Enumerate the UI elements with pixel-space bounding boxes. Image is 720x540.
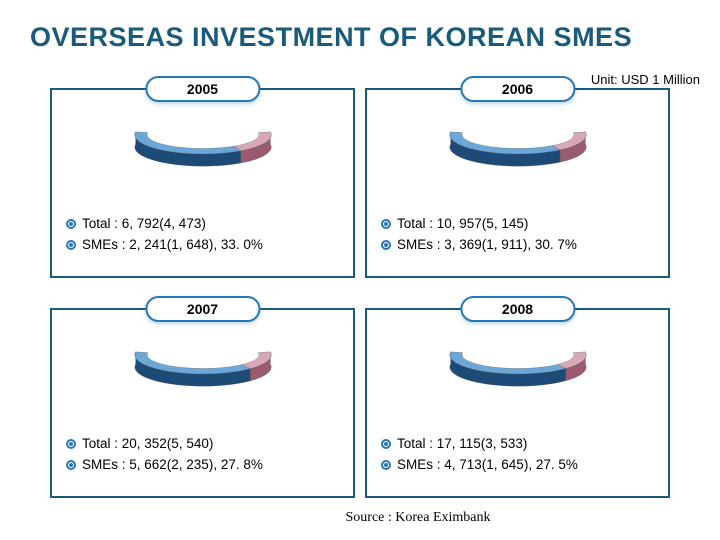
total-label: Total : 6, 792(4, 473) xyxy=(82,214,206,235)
arc-chart xyxy=(52,108,353,208)
source-label: Source : Korea Eximbank xyxy=(345,510,490,526)
total-label: Total : 17, 115(3, 533) xyxy=(397,434,527,455)
bullet-icon xyxy=(381,460,391,470)
stats-block: Total : 20, 352(5, 540)SMEs : 5, 662(2, … xyxy=(52,428,353,486)
bullet-icon xyxy=(381,240,391,250)
bullet-icon xyxy=(381,219,391,229)
stats-block: Total : 10, 957(5, 145)SMEs : 3, 369(1, … xyxy=(367,208,668,266)
unit-label: Unit: USD 1 Million xyxy=(591,72,700,87)
total-label: Total : 10, 957(5, 145) xyxy=(397,214,528,235)
panel-2007: 2007Total : 20, 352(5, 540)SMEs : 5, 662… xyxy=(50,308,355,498)
chart-grid: 2005Total : 6, 792(4, 473)SMEs : 2, 241(… xyxy=(50,88,670,498)
page-title: OVERSEAS INVESTMENT OF KOREAN SMES xyxy=(0,0,720,53)
smes-label: SMEs : 4, 713(1, 645), 27. 5% xyxy=(397,455,578,476)
stats-block: Total : 17, 115(3, 533)SMEs : 4, 713(1, … xyxy=(367,428,668,486)
year-pill: 2006 xyxy=(460,76,575,102)
bullet-icon xyxy=(66,460,76,470)
panel-2006: 2006Total : 10, 957(5, 145)SMEs : 3, 369… xyxy=(365,88,670,278)
year-pill: 2008 xyxy=(460,296,575,322)
bullet-icon xyxy=(66,439,76,449)
arc-chart xyxy=(367,108,668,208)
panel-2008: 2008Total : 17, 115(3, 533)SMEs : 4, 713… xyxy=(365,308,670,498)
arc-chart xyxy=(367,328,668,428)
year-pill: 2007 xyxy=(145,296,260,322)
bullet-icon xyxy=(66,240,76,250)
total-label: Total : 20, 352(5, 540) xyxy=(82,434,213,455)
panel-2005: 2005Total : 6, 792(4, 473)SMEs : 2, 241(… xyxy=(50,88,355,278)
smes-label: SMEs : 5, 662(2, 235), 27. 8% xyxy=(82,455,263,476)
bullet-icon xyxy=(381,439,391,449)
stats-block: Total : 6, 792(4, 473)SMEs : 2, 241(1, 6… xyxy=(52,208,353,266)
bullet-icon xyxy=(66,219,76,229)
smes-label: SMEs : 2, 241(1, 648), 33. 0% xyxy=(82,235,263,256)
arc-chart xyxy=(52,328,353,428)
year-pill: 2005 xyxy=(145,76,260,102)
smes-label: SMEs : 3, 369(1, 911), 30. 7% xyxy=(397,235,577,256)
